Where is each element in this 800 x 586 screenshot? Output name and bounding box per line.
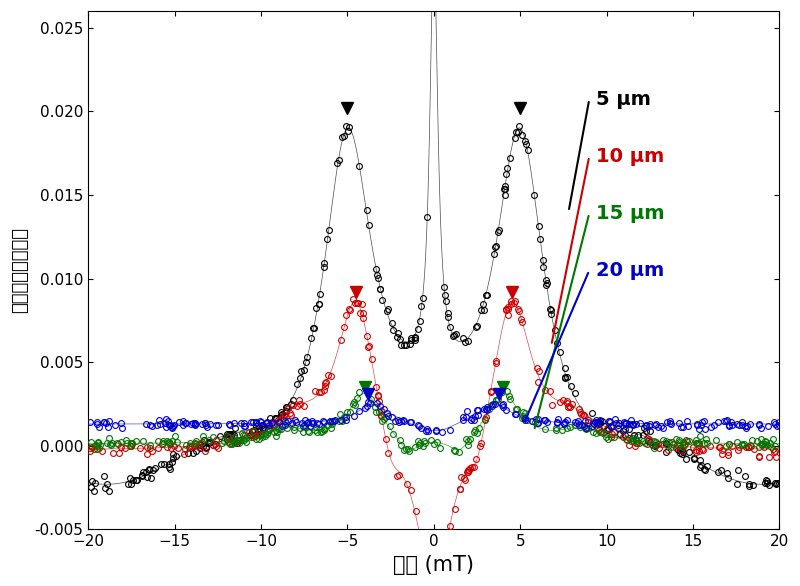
Text: 20 μm: 20 μm [596, 261, 665, 280]
Text: 15 μm: 15 μm [596, 204, 665, 223]
Y-axis label: 電子スピン偶極率: 電子スピン偶極率 [11, 227, 29, 314]
Text: 5 μm: 5 μm [596, 90, 651, 109]
Text: 10 μm: 10 μm [596, 146, 665, 166]
X-axis label: 磁場 (mT): 磁場 (mT) [394, 555, 474, 575]
